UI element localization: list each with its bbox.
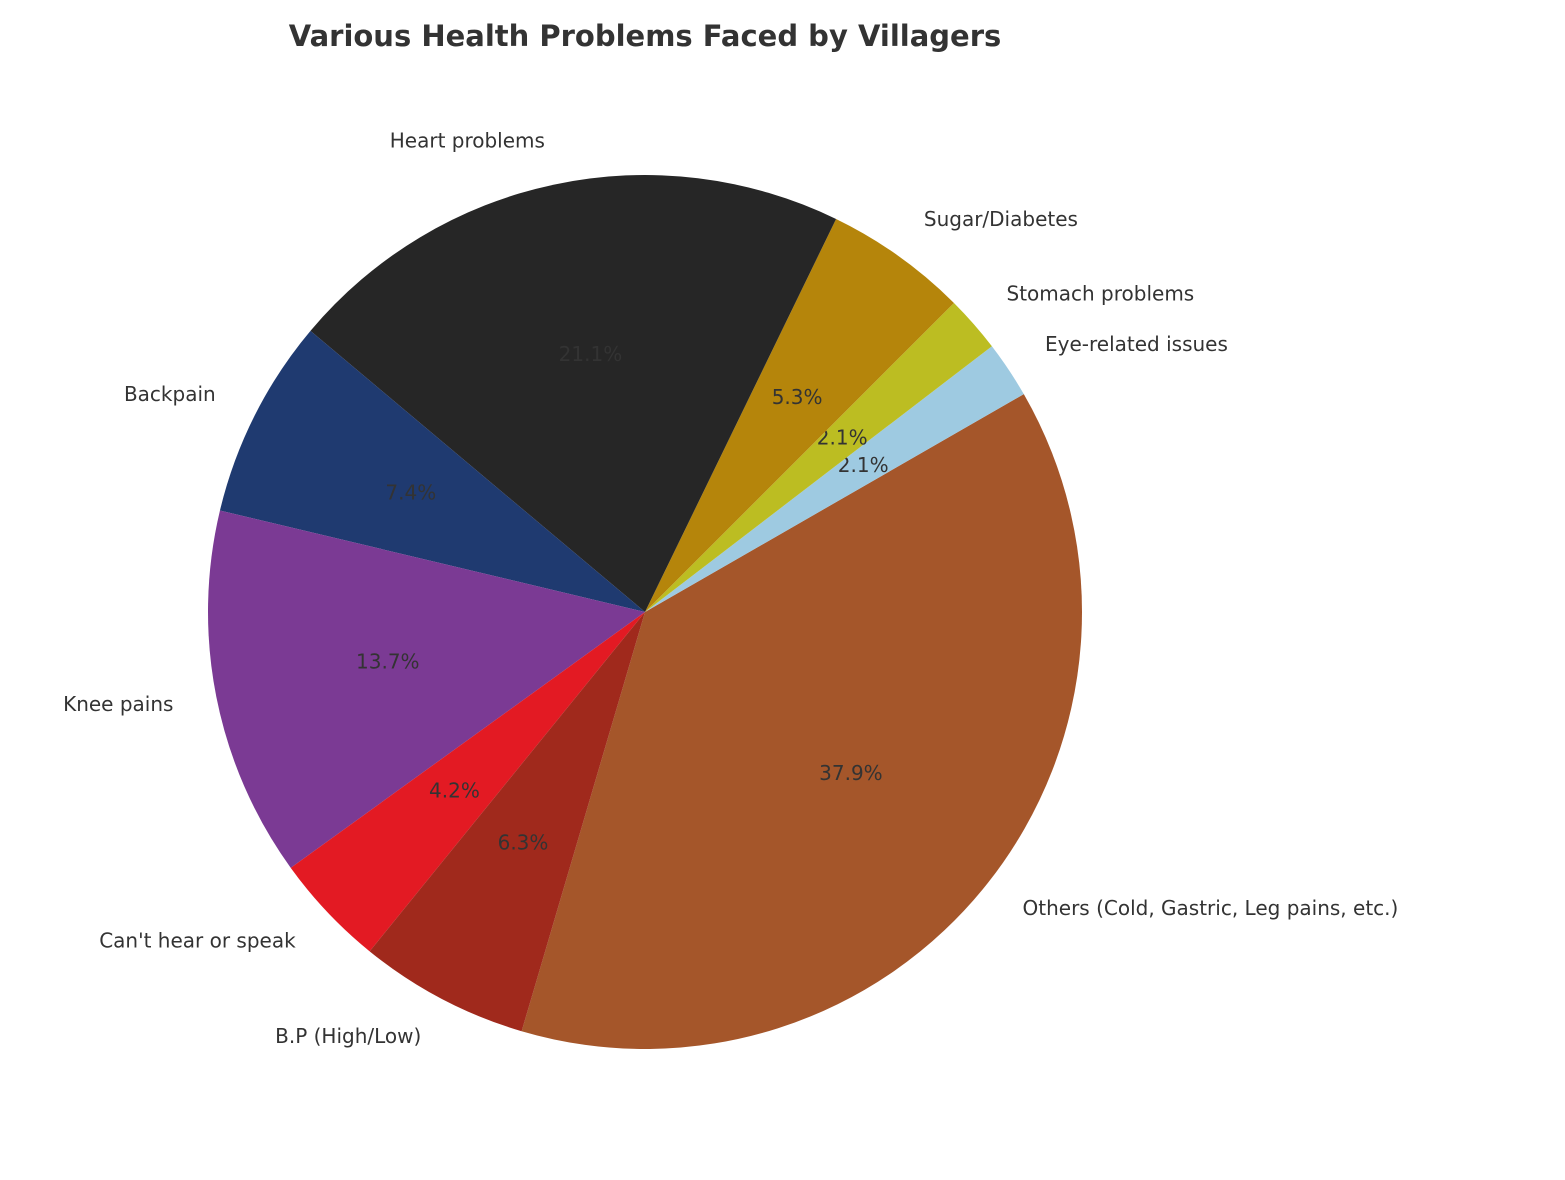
value-label: 7.4% [385,481,436,505]
slice-label: Knee pains [63,692,173,716]
slice-label: Backpain [124,382,216,406]
pie-slice [219,330,646,612]
value-label: 13.7% [356,649,420,673]
slice-label: Can't hear or speak [99,929,296,953]
slice-label: Others (Cold, Gastric, Leg pains, etc.) [1023,896,1399,920]
slice-label: Sugar/Diabetes [924,207,1078,231]
chart-title: Various Health Problems Faced by Village… [289,19,1002,53]
value-label: 6.3% [498,831,549,855]
slice-label: Stomach problems [1007,282,1195,306]
slice-label: Heart problems [390,128,545,152]
pie-slice [645,302,992,612]
slice-label: B.P (High/Low) [275,1024,421,1048]
pie-slice [290,612,645,952]
value-label: 37.9% [819,761,883,785]
value-label: 21.1% [559,342,623,366]
pie-slice [521,394,1082,1049]
pie-slice [208,510,646,868]
pie-slice [369,612,645,1032]
value-label: 5.3% [772,385,823,409]
pie-slice [645,218,954,612]
slice-label: Eye-related issues [1045,332,1228,356]
value-label: 4.2% [429,779,480,803]
pie-slice [310,174,837,612]
pie-slice [645,346,1024,612]
